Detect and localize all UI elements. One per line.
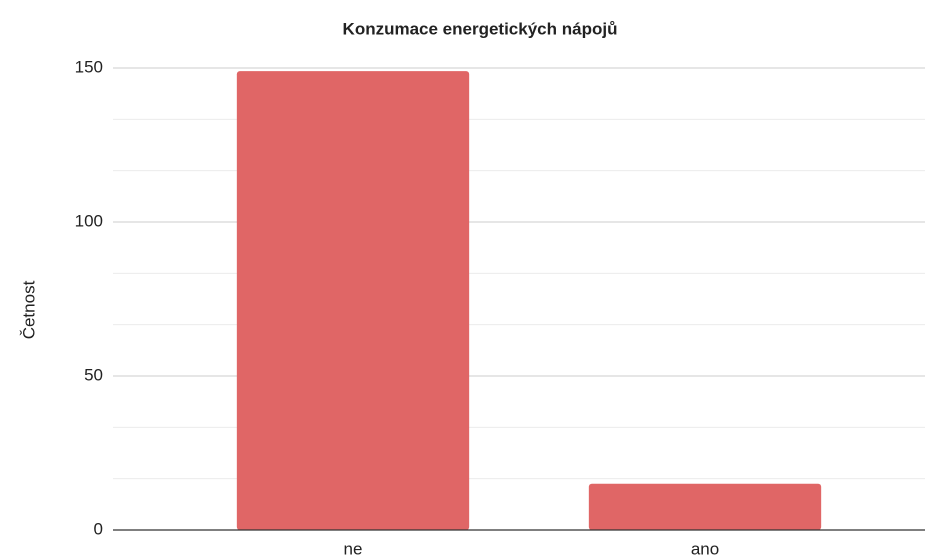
y-axis-label: Četnost xyxy=(19,280,38,339)
bar xyxy=(236,71,470,530)
y-tick-label: 0 xyxy=(94,519,103,538)
chart-title: Konzumace energetických nápojů xyxy=(343,19,618,38)
x-tick-label: ne xyxy=(344,539,363,558)
x-tick-label: ano xyxy=(691,539,719,558)
bar xyxy=(588,483,822,530)
y-tick-label: 100 xyxy=(75,211,103,230)
y-tick-label: 50 xyxy=(84,365,103,384)
y-tick-label: 150 xyxy=(75,57,103,76)
